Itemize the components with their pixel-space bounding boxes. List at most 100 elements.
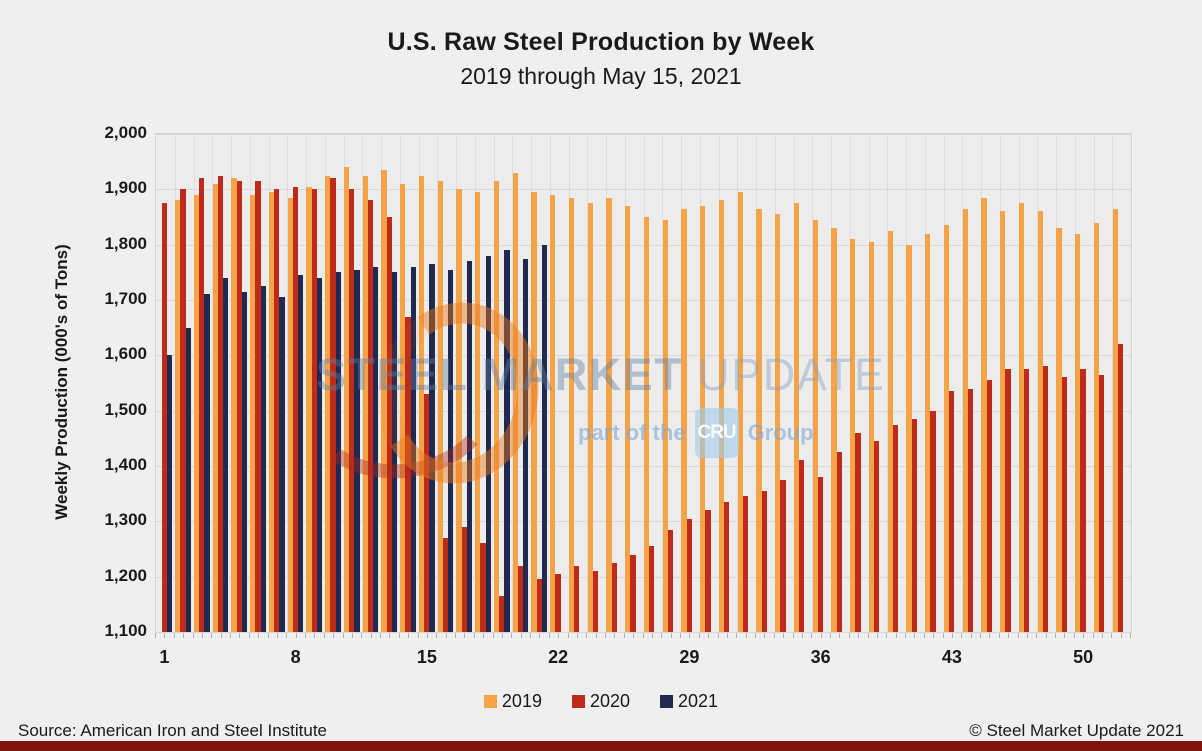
bar-2019-week-51 [1093, 222, 1100, 632]
copyright-note: © Steel Market Update 2021 [969, 721, 1184, 740]
x-axis-tick [211, 633, 213, 638]
x-axis-tick [426, 633, 428, 638]
bar-2020-week-24 [592, 571, 599, 632]
x-axis-tick [436, 633, 438, 638]
bar-2019-week-49 [1056, 228, 1062, 632]
bar-2021-week-16 [448, 269, 454, 632]
bar-2020-week-38 [855, 432, 861, 632]
x-axis-tick [511, 633, 513, 638]
x-axis-tick [1017, 633, 1019, 638]
bar-2021-week-20 [523, 258, 529, 632]
bar-2019-week-22 [550, 194, 556, 632]
x-axis-tick [258, 633, 260, 638]
x-axis-tick [267, 633, 269, 638]
y-axis-title: Weekly Production (000's of Tons) [52, 244, 71, 520]
bar-2020-week-13 [386, 217, 392, 632]
y-tick-label-1700: 1,700 [104, 289, 147, 308]
bar-2019-week-2 [175, 200, 181, 632]
bar-2020-week-21 [536, 579, 542, 632]
x-axis-tick [923, 633, 925, 638]
bar-2020-week-18 [480, 543, 486, 632]
bar-2020-week-50 [1080, 369, 1086, 632]
x-axis-tick [183, 633, 185, 638]
bar-2021-week-2 [185, 327, 191, 632]
bar-2020-week-49 [1061, 377, 1067, 632]
x-axis-tick [445, 633, 447, 638]
x-axis-tick [323, 633, 325, 638]
x-axis-tick [933, 633, 935, 638]
x-axis-tick [1083, 633, 1085, 638]
x-axis-tick [595, 633, 597, 638]
x-axis-tick [305, 633, 306, 638]
bar-2019-week-16 [437, 181, 443, 632]
x-axis-tick [708, 633, 710, 638]
x-axis-tick [858, 633, 860, 638]
x-axis-tick [501, 633, 503, 638]
bar-2020-week-51 [1099, 374, 1105, 632]
x-axis-tick [876, 633, 878, 638]
x-axis-tick [408, 633, 410, 638]
x-axis-tick [464, 633, 466, 638]
bar-2020-week-16 [442, 537, 449, 632]
x-axis-tick [970, 633, 972, 638]
legend-item-2021: 2021 [660, 691, 718, 712]
x-axis-tick [905, 633, 906, 638]
x-axis-tick [492, 633, 494, 638]
x-axis-tick [698, 633, 700, 638]
x-axis-tick [736, 633, 738, 638]
x-axis-tick [370, 633, 372, 638]
bar-2020-week-44 [967, 388, 974, 632]
bar-2019-week-17 [456, 189, 462, 632]
bar-2019-week-41 [906, 244, 912, 632]
bar-2020-week-52 [1117, 344, 1124, 632]
bar-2021-week-6 [260, 286, 266, 632]
bar-2021-week-21 [541, 244, 548, 632]
bar-2020-week-17 [461, 526, 467, 632]
bar-2020-week-3 [199, 178, 205, 632]
x-axis-tick [201, 633, 203, 638]
bar-2021-week-4 [223, 277, 229, 632]
bar-2019-week-32 [737, 192, 743, 632]
x-axis-tick [520, 633, 522, 638]
bar-2019-week-4 [212, 183, 218, 632]
legend-label-2019: 2019 [501, 691, 542, 711]
bar-2021-week-5 [241, 291, 248, 632]
x-axis-tick [764, 633, 766, 638]
bar-2020-week-39 [874, 441, 880, 632]
x-axis-tick [1073, 633, 1075, 638]
x-axis-tick [567, 633, 569, 638]
bar-2020-week-45 [986, 380, 992, 632]
x-axis-tick [820, 633, 822, 638]
x-axis-tick [1092, 633, 1094, 638]
bar-2019-week-11 [343, 167, 350, 632]
chart-subtitle: 2019 through May 15, 2021 [460, 63, 742, 89]
bar-2020-week-19 [499, 596, 505, 632]
x-axis-tick [642, 633, 644, 638]
bar-2021-week-10 [335, 272, 341, 632]
x-axis-tick [1101, 633, 1103, 638]
bar-2019-week-24 [587, 203, 593, 632]
x-axis-tick [164, 633, 166, 638]
bar-2019-week-47 [1018, 203, 1025, 632]
bar-2020-week-34 [780, 479, 786, 632]
bar-2019-week-33 [756, 208, 762, 632]
x-axis-tick [980, 633, 981, 638]
x-axis-tick [605, 633, 606, 638]
bar-2020-week-11 [349, 189, 355, 632]
bar-2020-week-2 [180, 189, 186, 632]
x-axis-tick [295, 633, 297, 638]
bar-2020-week-28 [667, 529, 674, 632]
bar-2019-week-23 [568, 197, 575, 632]
x-axis-tick [173, 633, 175, 638]
bar-2019-week-29 [681, 208, 687, 632]
bar-2021-week-8 [298, 275, 304, 632]
legend: 2019 2020 2021 [0, 691, 1202, 712]
x-axis-tick [314, 633, 316, 638]
bar-2019-week-15 [418, 175, 425, 632]
x-axis-tick [417, 633, 419, 638]
bar-2020-week-14 [405, 316, 411, 632]
x-axis-tick [1036, 633, 1038, 638]
bar-2019-week-35 [793, 203, 800, 632]
x-axis-tick [333, 633, 335, 638]
bar-2021-week-11 [354, 269, 360, 632]
